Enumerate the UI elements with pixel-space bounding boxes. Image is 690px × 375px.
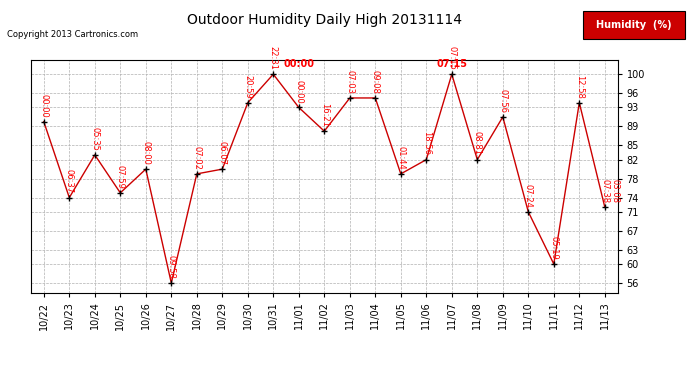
Text: 08:81: 08:81 <box>473 132 482 156</box>
Text: 18:56: 18:56 <box>422 132 431 156</box>
Text: 07:02: 07:02 <box>193 146 201 170</box>
Text: Outdoor Humidity Daily High 20131114: Outdoor Humidity Daily High 20131114 <box>187 13 462 27</box>
Text: Humidity  (%): Humidity (%) <box>596 20 672 30</box>
Text: 20:59: 20:59 <box>244 75 253 99</box>
Text: 22:31: 22:31 <box>269 46 278 70</box>
Text: 07:24: 07:24 <box>524 184 533 208</box>
Text: 12:58: 12:58 <box>575 75 584 99</box>
Text: 07:59: 07:59 <box>116 165 125 189</box>
Text: 00:00: 00:00 <box>39 94 48 117</box>
Text: 09:58: 09:58 <box>167 255 176 279</box>
Text: 00:00: 00:00 <box>284 60 315 69</box>
Text: 01:44: 01:44 <box>396 146 405 170</box>
Text: 07:38: 07:38 <box>600 179 609 203</box>
Text: 00:00: 00:00 <box>295 80 304 103</box>
Text: 05:19: 05:19 <box>549 236 558 260</box>
Text: 07:15: 07:15 <box>436 60 467 69</box>
Text: 08:00: 08:00 <box>141 141 150 165</box>
Text: 06:07: 06:07 <box>218 141 227 165</box>
Text: 06:37: 06:37 <box>65 169 74 194</box>
Text: 05:35: 05:35 <box>90 127 99 151</box>
Text: 07:15: 07:15 <box>447 46 456 70</box>
Text: 03:08: 03:08 <box>610 179 619 203</box>
Text: Copyright 2013 Cartronics.com: Copyright 2013 Cartronics.com <box>7 30 138 39</box>
Text: 07:03: 07:03 <box>345 70 354 94</box>
Text: 07:56: 07:56 <box>498 89 507 113</box>
Text: 09:08: 09:08 <box>371 70 380 94</box>
Text: 16:21: 16:21 <box>319 103 329 127</box>
